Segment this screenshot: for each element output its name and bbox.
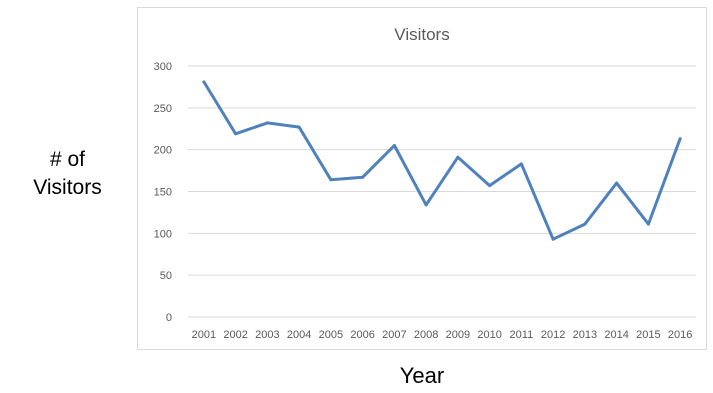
y-tick-label: 50 (160, 270, 172, 282)
data-point (234, 132, 238, 136)
chart-title: Visitors (394, 25, 450, 44)
data-point (646, 222, 650, 226)
data-point (583, 222, 587, 226)
y-tick-label: 100 (154, 228, 172, 240)
y-axis-label-line-2: Visitors (33, 176, 102, 199)
series-group (202, 80, 682, 241)
x-tick-label: 2011 (510, 329, 534, 341)
x-tick-label: 2016 (668, 329, 692, 341)
data-point (329, 178, 333, 182)
y-tick-label: 300 (154, 61, 172, 73)
data-point (551, 237, 555, 241)
data-point (297, 125, 301, 129)
x-tick-label: 2001 (192, 329, 216, 341)
y-tick-label: 250 (154, 103, 172, 115)
series-line (202, 80, 682, 241)
data-point (678, 137, 682, 141)
data-point (488, 184, 492, 188)
x-tick-label: 2005 (319, 329, 343, 341)
y-tick-label: 200 (154, 145, 172, 157)
x-tick-label: 2014 (604, 329, 628, 341)
data-point (615, 181, 619, 185)
x-tick-label: 2003 (255, 329, 279, 341)
x-tick-label: 2015 (636, 329, 660, 341)
x-tick-label: 2006 (350, 329, 374, 341)
y-axis-label: # of Visitors (10, 146, 125, 202)
y-tick-labels: 0 50 100 150 200 250 300 (154, 61, 172, 324)
x-tick-label: 2013 (573, 329, 597, 341)
data-point (424, 203, 428, 207)
y-axis-label-line-1: # of (49, 148, 86, 171)
data-point (202, 80, 206, 84)
x-tick-label: 2007 (382, 329, 406, 341)
x-tick-label: 2009 (446, 329, 470, 341)
y-tick-label: 150 (154, 187, 172, 199)
x-tick-label: 2010 (477, 329, 501, 341)
gridlines (188, 65, 696, 318)
x-axis-label: Year (399, 363, 445, 388)
chart-frame: Visitors (137, 7, 707, 350)
data-point (392, 143, 396, 147)
y-tick-label: 0 (166, 312, 172, 324)
data-point (361, 175, 365, 179)
x-tick-label: 2004 (287, 329, 311, 341)
x-tick-label: 2012 (541, 329, 565, 341)
x-tick-labels: 2001 2002 2003 2004 2005 2006 2007 2008 2009 2010… (192, 329, 693, 341)
x-tick-label: 2002 (223, 329, 247, 341)
data-point (519, 162, 523, 166)
data-point (456, 155, 460, 159)
data-point (265, 121, 269, 125)
x-tick-label: 2008 (414, 329, 438, 341)
